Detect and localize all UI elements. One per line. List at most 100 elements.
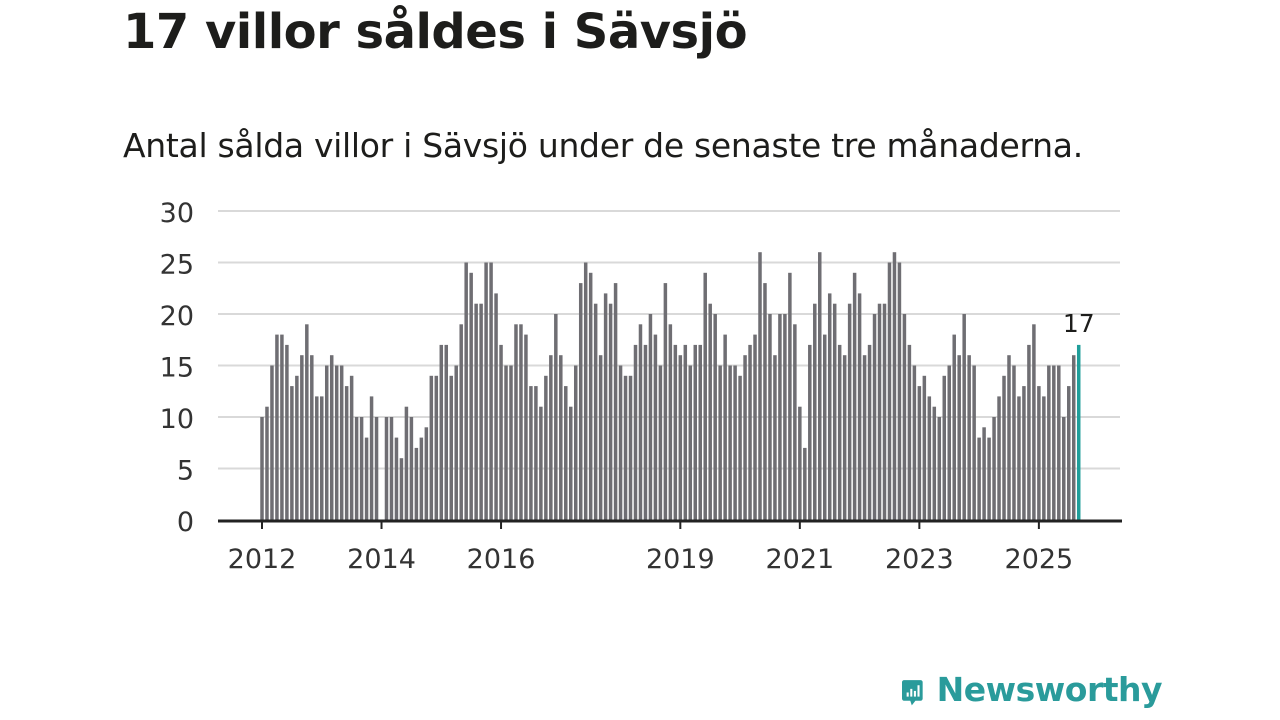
bar — [927, 396, 932, 520]
bar — [329, 355, 334, 520]
bar — [673, 344, 678, 520]
bar — [678, 355, 683, 520]
bar — [339, 365, 344, 520]
bar — [554, 314, 558, 520]
bar — [992, 417, 996, 520]
bar — [295, 375, 299, 520]
bar — [857, 293, 862, 520]
bar — [648, 314, 653, 520]
bar — [658, 365, 663, 520]
bar — [444, 344, 449, 520]
y-tick-label: 0 — [177, 507, 194, 538]
bar — [798, 406, 802, 520]
chart-title: 17 villor såldes i Sävsjö — [123, 4, 748, 60]
x-tick-label: 2025 — [1005, 544, 1074, 575]
bar — [578, 283, 583, 520]
bar — [643, 344, 648, 520]
bar — [290, 386, 294, 520]
bar — [419, 437, 424, 520]
bar — [270, 365, 274, 520]
bar — [320, 396, 324, 520]
bar — [758, 252, 762, 520]
bar — [882, 303, 887, 520]
bar — [394, 437, 399, 520]
bars — [260, 252, 1081, 520]
bar — [449, 375, 453, 520]
bar — [429, 375, 434, 520]
bar — [733, 365, 737, 520]
bar — [364, 437, 369, 520]
bar — [967, 355, 971, 520]
bar — [454, 365, 458, 520]
x-tick-label: 2016 — [467, 544, 536, 575]
bar — [524, 334, 528, 520]
bar — [638, 324, 643, 520]
newsworthy-logo-icon — [902, 680, 923, 706]
bar — [529, 386, 533, 520]
bar — [384, 417, 389, 520]
bar — [1022, 386, 1026, 520]
bar — [544, 375, 548, 520]
bar — [459, 324, 463, 520]
bar — [389, 417, 394, 520]
bar — [374, 417, 379, 520]
bar — [344, 386, 349, 520]
bar — [504, 365, 508, 520]
bar — [1007, 355, 1011, 520]
bar — [842, 355, 847, 520]
y-axis-ticks: 0 5 10 15 20 25 30 — [160, 198, 194, 538]
bar — [997, 396, 1001, 520]
bar — [275, 334, 279, 520]
bar — [813, 303, 817, 520]
bar — [588, 272, 593, 520]
bar — [683, 344, 688, 520]
bar — [464, 262, 468, 520]
bar — [788, 272, 792, 520]
bar — [404, 406, 409, 520]
bar — [917, 386, 922, 520]
bar — [583, 262, 588, 520]
bar — [434, 375, 439, 520]
bar — [280, 334, 284, 520]
bar — [608, 303, 613, 520]
bar — [972, 365, 976, 520]
bar — [499, 344, 503, 520]
bar — [837, 344, 842, 520]
bar — [718, 365, 722, 520]
bar — [708, 303, 712, 520]
bar — [818, 252, 822, 520]
highlight-value-label: 17 — [1063, 309, 1095, 338]
bar — [549, 355, 553, 520]
bar — [315, 396, 319, 520]
bar — [952, 334, 956, 520]
bar — [1017, 396, 1021, 520]
bar — [613, 283, 618, 520]
x-tick-label: 2012 — [228, 544, 297, 575]
bar — [653, 334, 658, 520]
bar — [539, 406, 543, 520]
bar — [564, 386, 568, 520]
bar — [887, 262, 892, 520]
bar-highlight — [1076, 344, 1081, 520]
bar — [768, 314, 772, 520]
bar — [559, 355, 563, 520]
bar — [862, 355, 867, 520]
bar — [514, 324, 518, 520]
bar — [743, 355, 747, 520]
y-tick-label: 20 — [160, 301, 194, 332]
bar — [628, 375, 633, 520]
bar — [773, 355, 777, 520]
bar — [603, 293, 608, 520]
bar — [852, 272, 857, 520]
bar — [698, 344, 702, 520]
bar — [847, 303, 852, 520]
bar — [932, 406, 937, 520]
bar — [310, 355, 314, 520]
bar — [987, 437, 991, 520]
bar — [439, 344, 444, 520]
bar — [1032, 324, 1036, 520]
bar — [892, 252, 897, 520]
x-tick-label: 2019 — [646, 544, 715, 575]
bar — [982, 427, 986, 520]
bar — [369, 396, 374, 520]
